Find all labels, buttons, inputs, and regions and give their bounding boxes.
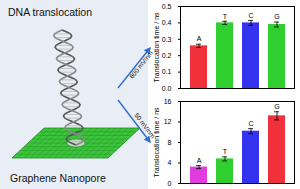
svg-text:T: T <box>223 13 228 20</box>
svg-text:0.3: 0.3 <box>162 36 172 43</box>
svg-text:0.4: 0.4 <box>162 19 172 26</box>
svg-text:50 mV/nm: 50 mV/nm <box>133 112 157 140</box>
svg-text:C: C <box>248 12 253 19</box>
svg-text:0.1: 0.1 <box>162 68 172 75</box>
svg-text:C: C <box>248 120 253 127</box>
svg-text:600 mV/nm: 600 mV/nm <box>128 49 154 79</box>
svg-text:8: 8 <box>168 139 172 146</box>
svg-text:G: G <box>274 13 279 20</box>
svg-text:0.2: 0.2 <box>162 52 172 59</box>
svg-text:16: 16 <box>164 98 172 105</box>
svg-text:G: G <box>274 103 279 110</box>
svg-text:0.5: 0.5 <box>162 3 172 10</box>
svg-text:A: A <box>197 157 202 164</box>
svg-text:Translocation time / ns: Translocation time / ns <box>153 107 160 178</box>
svg-text:12: 12 <box>164 118 172 125</box>
svg-text:0: 0 <box>168 180 172 187</box>
svg-text:T: T <box>223 148 228 155</box>
svg-text:DNA translocation: DNA translocation <box>8 6 92 18</box>
svg-text:Graphene Nanopore: Graphene Nanopore <box>10 172 106 184</box>
svg-text:A: A <box>197 35 202 42</box>
svg-text:Translocation time / ns: Translocation time / ns <box>153 12 160 83</box>
svg-text:0.0: 0.0 <box>162 85 172 92</box>
svg-text:4: 4 <box>168 159 172 166</box>
